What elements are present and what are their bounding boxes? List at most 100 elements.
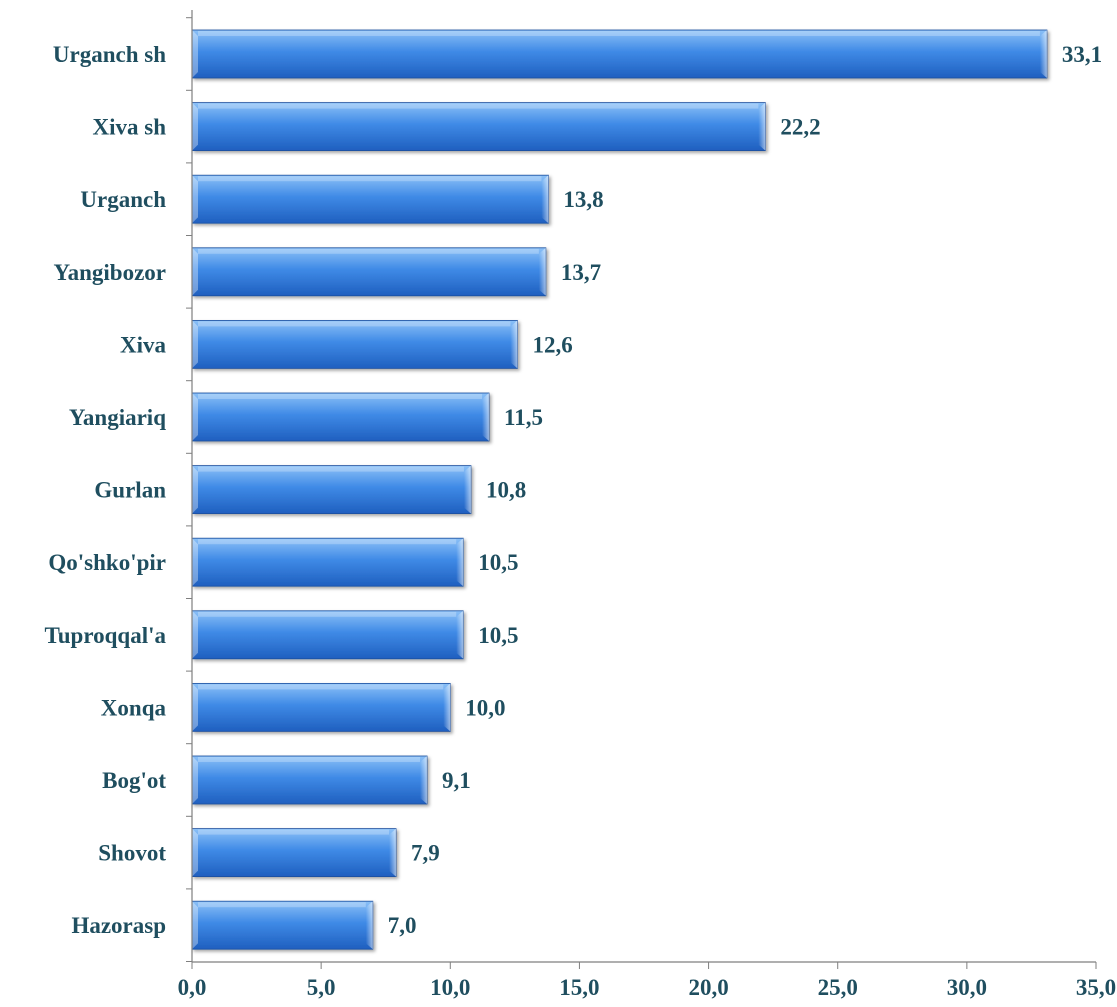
bar-bevel-cap [389,828,397,877]
bar-bevel-left [192,538,198,587]
axis-layer [186,10,1097,969]
bar-shine [198,103,759,109]
x-tick-label: 30,0 [947,975,987,1000]
bar [191,29,1048,79]
bar-bevel-cap [456,538,464,587]
data-label: 22,2 [780,115,820,140]
labels-layer: Urganch sh 33,1 Xiva sh 22,2 Urganch 13,8 Yang… [45,42,1117,1000]
bar-bevel-left [192,175,198,224]
bar-bevel-left [192,756,198,804]
bar-group [191,247,547,297]
bar-group [191,755,428,805]
data-label: 33,1 [1062,42,1102,67]
data-label: 11,5 [504,405,543,430]
category-label: Yangiariq [69,405,166,430]
bar-bevel-cap [365,901,373,950]
bar [191,755,428,805]
data-label: 13,8 [563,187,603,212]
bar-group [191,900,374,950]
category-label: Xonqa [101,695,167,720]
bar-shine [198,248,539,254]
data-label: 9,1 [442,768,471,793]
bar-shine [198,466,464,472]
bar-group [191,174,549,224]
bar-group [191,683,451,732]
category-label: Hazorasp [71,913,166,938]
category-label: Xiva [120,332,167,357]
data-label: 12,6 [532,332,572,357]
bar-shine [198,902,366,908]
category-label: Yangibozor [54,260,166,285]
bar-shine [198,176,542,182]
data-label: 10,0 [465,695,505,720]
category-label: Urganch [80,187,166,212]
bar-bevel-cap [758,102,766,151]
bar-shine [198,757,421,762]
bar-bevel-cap [456,610,464,659]
bar-group [191,29,1048,79]
bar-group [191,392,490,442]
data-label: 7,9 [411,841,440,866]
bars-layer [191,29,1048,950]
data-label: 10,5 [478,623,518,648]
category-label: Xiva sh [93,115,167,140]
x-tick-label: 0,0 [178,975,207,1000]
bar-bevel-cap [510,320,518,369]
bar-bevel-left [192,683,198,732]
category-label: Qo'shko'pir [48,550,166,575]
bar [191,392,490,442]
bar-group [191,465,472,515]
category-label: Tuproqqal'a [45,623,167,648]
bar-group [191,610,464,660]
x-tick-label: 10,0 [430,975,470,1000]
bar-bevel-left [192,610,198,659]
bar-bevel-cap [541,175,549,224]
bar-bevel-left [192,828,198,877]
bar [191,610,464,660]
bar-bevel-cap [443,683,451,732]
bar-shine [198,321,511,327]
bar-group [191,319,518,369]
data-label: 10,8 [486,478,526,503]
data-label: 13,7 [561,260,601,285]
category-label: Shovot [98,841,166,866]
bar-bevel-left [192,320,198,369]
category-label: Bog'ot [102,768,166,793]
bar [191,683,451,732]
bar-bevel-cap [538,247,546,296]
bar [191,174,549,224]
bar-bevel-left [192,393,198,441]
bar [191,900,374,950]
bar [191,828,397,877]
data-label: 10,5 [478,550,518,575]
bar-bevel-cap [463,465,471,514]
bar-bevel-cap [420,756,428,804]
bar-shine [198,684,444,690]
bar-shine [198,539,457,545]
category-label: Gurlan [94,478,166,503]
bar-bevel-left [192,247,198,296]
bar-bevel-cap [482,393,490,441]
bar-bevel-cap [1039,30,1047,78]
bar-group [191,537,464,587]
bar-shine [198,611,457,617]
bar [191,247,547,297]
x-tick-label: 25,0 [818,975,858,1000]
bar-shine [198,31,1040,36]
bar-bevel-left [192,30,198,78]
bar-group [191,828,397,877]
bar [191,537,464,587]
bar-bevel-left [192,102,198,151]
bar [191,319,518,369]
bar-shine [198,829,390,835]
bar-bevel-left [192,465,198,514]
x-tick-label: 20,0 [688,975,728,1000]
data-label: 7,0 [388,913,417,938]
bar [191,102,766,151]
category-label: Urganch sh [53,42,166,67]
x-tick-label: 35,0 [1076,975,1116,1000]
bar-bevel-left [192,901,198,950]
x-tick-label: 5,0 [307,975,336,1000]
